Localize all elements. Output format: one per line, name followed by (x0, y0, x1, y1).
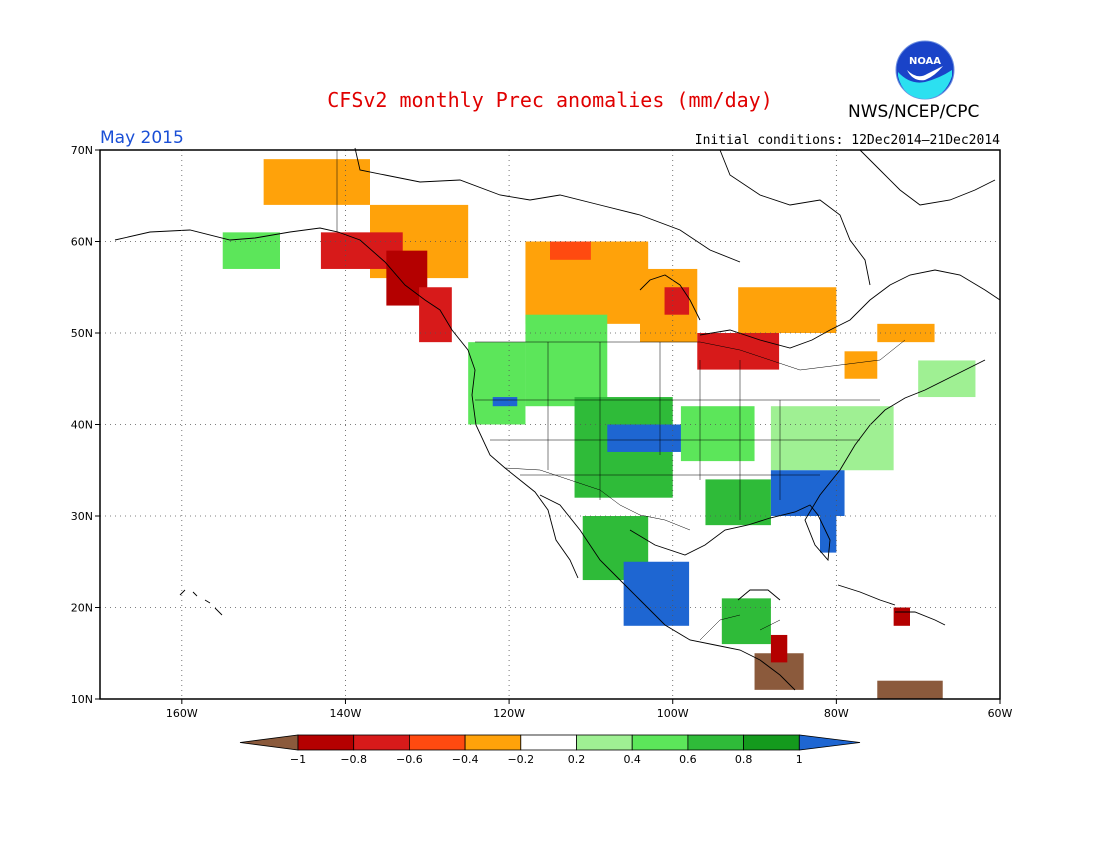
anomaly-region-6 (550, 241, 591, 260)
political-borders (336, 150, 906, 641)
colorbar-box-7 (687, 734, 745, 751)
anomaly-region-27 (770, 634, 788, 663)
colorbar-label-0: −1 (290, 753, 306, 766)
colorbar-box-0 (297, 734, 355, 751)
anomaly-region-12 (844, 351, 878, 379)
colorbar-label-9: 1 (796, 753, 803, 766)
anomaly-region-21 (770, 470, 845, 516)
noaa-logo-text: NOAA (909, 56, 941, 67)
colorbar-box-5 (576, 734, 633, 751)
initial-conditions-label: Initial conditions: 12Dec2014–21Dec2014 (694, 133, 1000, 148)
colorbar-label-1: −0.8 (340, 753, 367, 766)
colorbar-box-1 (353, 734, 410, 751)
colorbar-label-7: 0.6 (679, 753, 697, 766)
agency-label: NWS/NCEP/CPC (848, 102, 980, 122)
colorbar-label-4: −0.2 (507, 753, 534, 766)
anomaly-region-25 (721, 598, 771, 645)
noaa-logo-icon: NOAA (895, 40, 955, 100)
map-title: CFSv2 monthly Prec anomalies (mm/day) (327, 88, 773, 112)
colorbar-label-8: 0.8 (735, 753, 753, 766)
anomaly-region-17 (607, 424, 690, 452)
anomaly-region-24 (623, 561, 690, 626)
anomaly-region-19 (770, 406, 894, 471)
map-frame (99, 149, 1001, 700)
lon-tick-label-0: 160W (166, 707, 198, 720)
anomaly-region-18 (680, 406, 755, 462)
anomaly-region-0 (263, 159, 370, 205)
colorbar-label-5: 0.2 (568, 753, 586, 766)
lat-tick-label-6: 70N (71, 144, 93, 157)
colorbar-box-2 (408, 734, 466, 751)
coastlines (114, 147, 1001, 691)
anomaly-regions (222, 159, 976, 699)
lat-tick-label-1: 20N (71, 602, 93, 615)
lat-tick-label-0: 10N (71, 693, 93, 706)
anomaly-region-20 (705, 479, 771, 526)
lon-tick-label-5: 60W (988, 707, 1013, 720)
anomaly-region-8 (664, 287, 690, 315)
colorbar-label-6: 0.4 (623, 753, 641, 766)
colorbar-arrow-high (798, 734, 861, 751)
lon-tick-label-1: 140W (330, 707, 362, 720)
lat-tick-label-4: 50N (71, 327, 93, 340)
lon-tick-label-4: 80W (824, 707, 849, 720)
anomaly-region-13 (468, 342, 526, 425)
anomaly-region-4 (419, 287, 452, 343)
colorbar-label-3: −0.4 (452, 753, 479, 766)
axis-tick-labels: 160W 140W 120W 100W 80W 60W 10N 20N 30N 40N 50N 60N… (71, 144, 1013, 720)
anomaly-region-28 (877, 680, 943, 699)
anomaly-region-15 (492, 397, 518, 407)
anomaly-region-22 (820, 516, 837, 553)
colorbar-box-8 (743, 734, 800, 751)
colorbar-label-2: −0.6 (396, 753, 423, 766)
anomaly-region-29 (893, 607, 910, 626)
colorbar-arrow-low (239, 734, 299, 751)
colorbar: −1 −0.8 −0.6 −0.4 −0.2 0.2 0.4 0.6 0.8 1 (239, 734, 861, 766)
colorbar-box-3 (464, 734, 522, 751)
lat-tick-label-5: 60N (71, 236, 93, 249)
colorbar-box-4 (520, 734, 577, 751)
anomaly-region-14 (525, 314, 608, 407)
colorbar-box-6 (631, 734, 689, 751)
anomaly-region-10 (697, 333, 780, 370)
lat-tick-label-2: 30N (71, 510, 93, 523)
anomaly-region-9 (738, 287, 837, 333)
lat-tick-label-3: 40N (71, 419, 93, 432)
forecast-month: May 2015 (100, 128, 184, 148)
lon-tick-label-2: 120W (493, 707, 525, 720)
lon-tick-label-3: 100W (657, 707, 689, 720)
